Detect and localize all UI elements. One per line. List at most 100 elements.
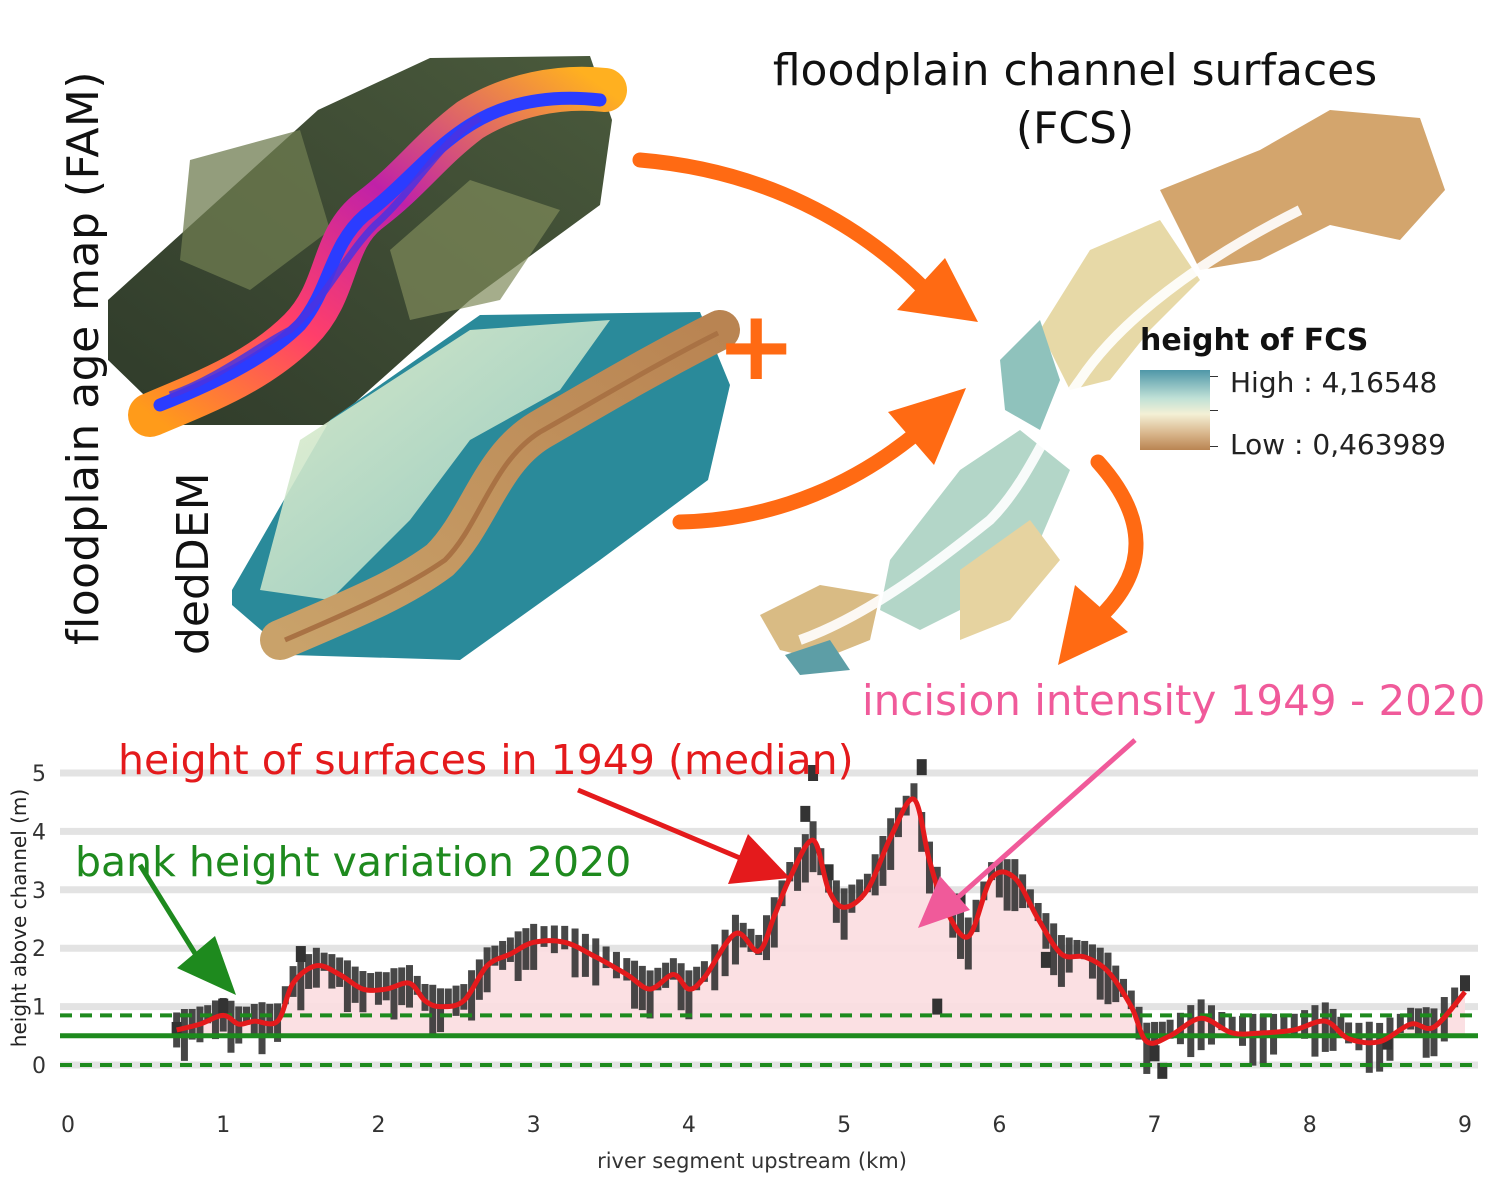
height-bar [786, 861, 794, 882]
y-tick-label: 2 [32, 937, 46, 962]
height-bar [1337, 1016, 1345, 1036]
height-bar [677, 963, 685, 1011]
x-tick-label: 2 [371, 1113, 385, 1138]
height-bar [444, 988, 452, 1008]
fcs-surface-tail [760, 585, 880, 660]
fcs-channel-gap [798, 205, 1303, 645]
height-bar [685, 970, 693, 1020]
legend-tick [1210, 446, 1218, 447]
height-bar [1321, 1002, 1329, 1052]
incision-annotation: incision intensity 1949 - 2020 [862, 676, 1486, 725]
height-bar [1396, 1013, 1404, 1034]
height-bar [581, 933, 589, 977]
height-bar [1143, 1022, 1151, 1074]
plus-sign: + [716, 290, 797, 402]
dem-alluvial-fan [260, 320, 610, 600]
height-bar [1290, 1013, 1298, 1034]
legend-title: height of FCS [1140, 323, 1369, 358]
height-bar-extreme [932, 998, 943, 1015]
fcs-surface-tail [785, 640, 850, 675]
height-bar-extreme [808, 765, 819, 781]
height-bar [809, 821, 817, 873]
height-bar [848, 884, 856, 913]
height-bar [801, 834, 809, 883]
workflow-arrows [632, 152, 1144, 665]
height-bar [1228, 1016, 1236, 1037]
height-bar [631, 960, 639, 1009]
x-tick-label: 0 [61, 1113, 75, 1138]
median-arrow-head [728, 834, 790, 884]
median-line-layer [176, 796, 1467, 1046]
height-bar [514, 931, 522, 981]
height-bar-extreme [1149, 1045, 1160, 1062]
x-axis-label: river segment upstream (km) [597, 1149, 907, 1173]
height-bar [700, 961, 708, 982]
fam-map [108, 56, 627, 437]
fcs-title-line1: floodplain channel surfaces [772, 45, 1378, 96]
fam-label: floodplain age map (FAM) [58, 70, 109, 645]
height-bar [506, 937, 514, 962]
height-bar [452, 985, 460, 1016]
x-tick-label: 5 [837, 1113, 851, 1138]
height-bar [721, 929, 729, 977]
height-bar [1239, 1015, 1247, 1046]
height-bar [711, 944, 719, 991]
height-bar [669, 958, 677, 980]
y-tick-label: 1 [32, 996, 46, 1021]
height-bar [1414, 1008, 1422, 1035]
height-bar-extreme [916, 759, 927, 776]
height-bar [662, 962, 670, 988]
height-bar-extreme [823, 864, 834, 881]
height-bar [1034, 902, 1042, 922]
height-bar [693, 966, 701, 991]
y-tick-label: 0 [32, 1054, 46, 1079]
fam-field-patch [180, 130, 330, 290]
height-bar [1197, 999, 1205, 1051]
x-tick-label: 4 [682, 1113, 696, 1138]
fcs-surface-upper [1160, 110, 1445, 270]
height-bar [964, 917, 972, 970]
height-bar [483, 947, 491, 993]
height-bar [887, 818, 895, 870]
bank-arrow-head [177, 936, 236, 995]
height-bar [1011, 859, 1019, 912]
arrow-fam-to-fcs-head [897, 258, 978, 322]
height-bar-extreme [1382, 1033, 1393, 1050]
fcs-surface-lower [960, 520, 1060, 640]
height-bar [382, 972, 390, 1001]
height-bar [1311, 1005, 1319, 1057]
legend-high-label: High : 4,16548 [1230, 366, 1438, 399]
median-arrow [577, 787, 741, 861]
fam-field-patch [390, 180, 560, 320]
incision-arrow [953, 738, 1137, 902]
x-tick-label: 9 [1458, 1113, 1472, 1138]
x-tick-label: 7 [1148, 1113, 1162, 1138]
height-bar-extreme [1460, 975, 1470, 992]
fam-river-channel [168, 114, 482, 399]
height-bar [863, 873, 871, 893]
height-bar [1259, 1014, 1267, 1065]
height-bar [646, 970, 654, 1019]
height-bar [623, 958, 631, 981]
height-bar [1096, 947, 1104, 1000]
height-bar [429, 984, 437, 1036]
height-bar [522, 928, 530, 970]
incision-chart: 0 1 2 3 4 5 6 7 8 9 0 1 2 3 4 5 river segment upstream … [7, 759, 1478, 1173]
fam-river-channel [153, 91, 607, 412]
legend-color-bar [1140, 370, 1210, 450]
arrow-fam-to-fcs [632, 152, 943, 308]
x-tick-label: 8 [1303, 1113, 1317, 1138]
fcs-title-line2: (FCS) [1015, 103, 1135, 154]
height-bar-extreme [1157, 1062, 1168, 1079]
height-bar [1127, 990, 1135, 1010]
height-bar [1166, 1019, 1174, 1039]
dem-map [232, 310, 740, 660]
height-bar [413, 975, 421, 995]
median-line [176, 796, 1467, 1046]
height-bar [258, 1002, 266, 1055]
height-bar [530, 923, 538, 970]
arrow-fcs-to-chart-head [1058, 585, 1128, 665]
height-bar [491, 945, 499, 966]
height-bar [1407, 1007, 1415, 1030]
height-bar [988, 862, 996, 881]
